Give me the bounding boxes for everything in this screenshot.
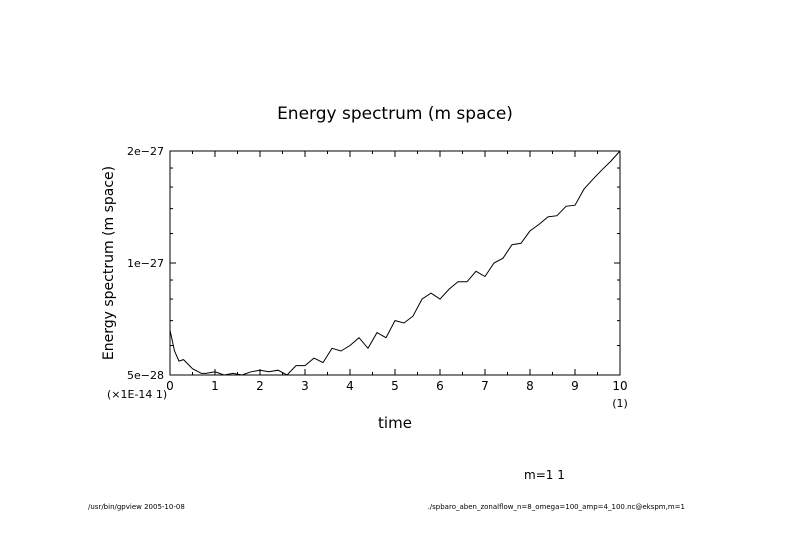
- x-tick-label: 2: [256, 379, 264, 393]
- footer-right: ./spbaro_aben_zonalflow_n=8_omega=100_am…: [428, 503, 685, 511]
- x-tick-label: 6: [436, 379, 444, 393]
- series-line-m1: [169, 150, 621, 376]
- y-tick-label: 5e−28: [127, 369, 164, 382]
- x-tick-label: 9: [571, 379, 579, 393]
- x-axis-label: time: [378, 414, 412, 432]
- footer-left: /usr/bin/gpview 2005-10-08: [88, 503, 185, 511]
- x-tick-label: 1: [211, 379, 219, 393]
- x-tick-label: 7: [481, 379, 489, 393]
- x-tick-label: 5: [391, 379, 399, 393]
- x-scale-note: (×1E-14 1): [107, 388, 167, 401]
- y-axis-label: Energy spectrum (m space): [101, 166, 117, 360]
- x-tick-label: 8: [526, 379, 534, 393]
- y-tick-label: 1e−27: [127, 257, 164, 270]
- chart-title: Energy spectrum (m space): [277, 104, 513, 124]
- x-unit-note: (1): [612, 397, 628, 410]
- y-tick-label: 2e−27: [127, 145, 164, 158]
- x-tick-label: 3: [301, 379, 309, 393]
- y-axis-ticks: 5e−28 1e−27 2e−27: [127, 145, 620, 382]
- plot-frame: [169, 150, 621, 376]
- x-axis-ticks: 0 1 2 3 4 5 6 7 8 9 10: [166, 151, 628, 393]
- x-tick-label: 4: [346, 379, 354, 393]
- legend-label: m=1 1: [524, 468, 565, 482]
- x-tick-label: 0: [166, 379, 174, 393]
- x-tick-label: 10: [612, 379, 627, 393]
